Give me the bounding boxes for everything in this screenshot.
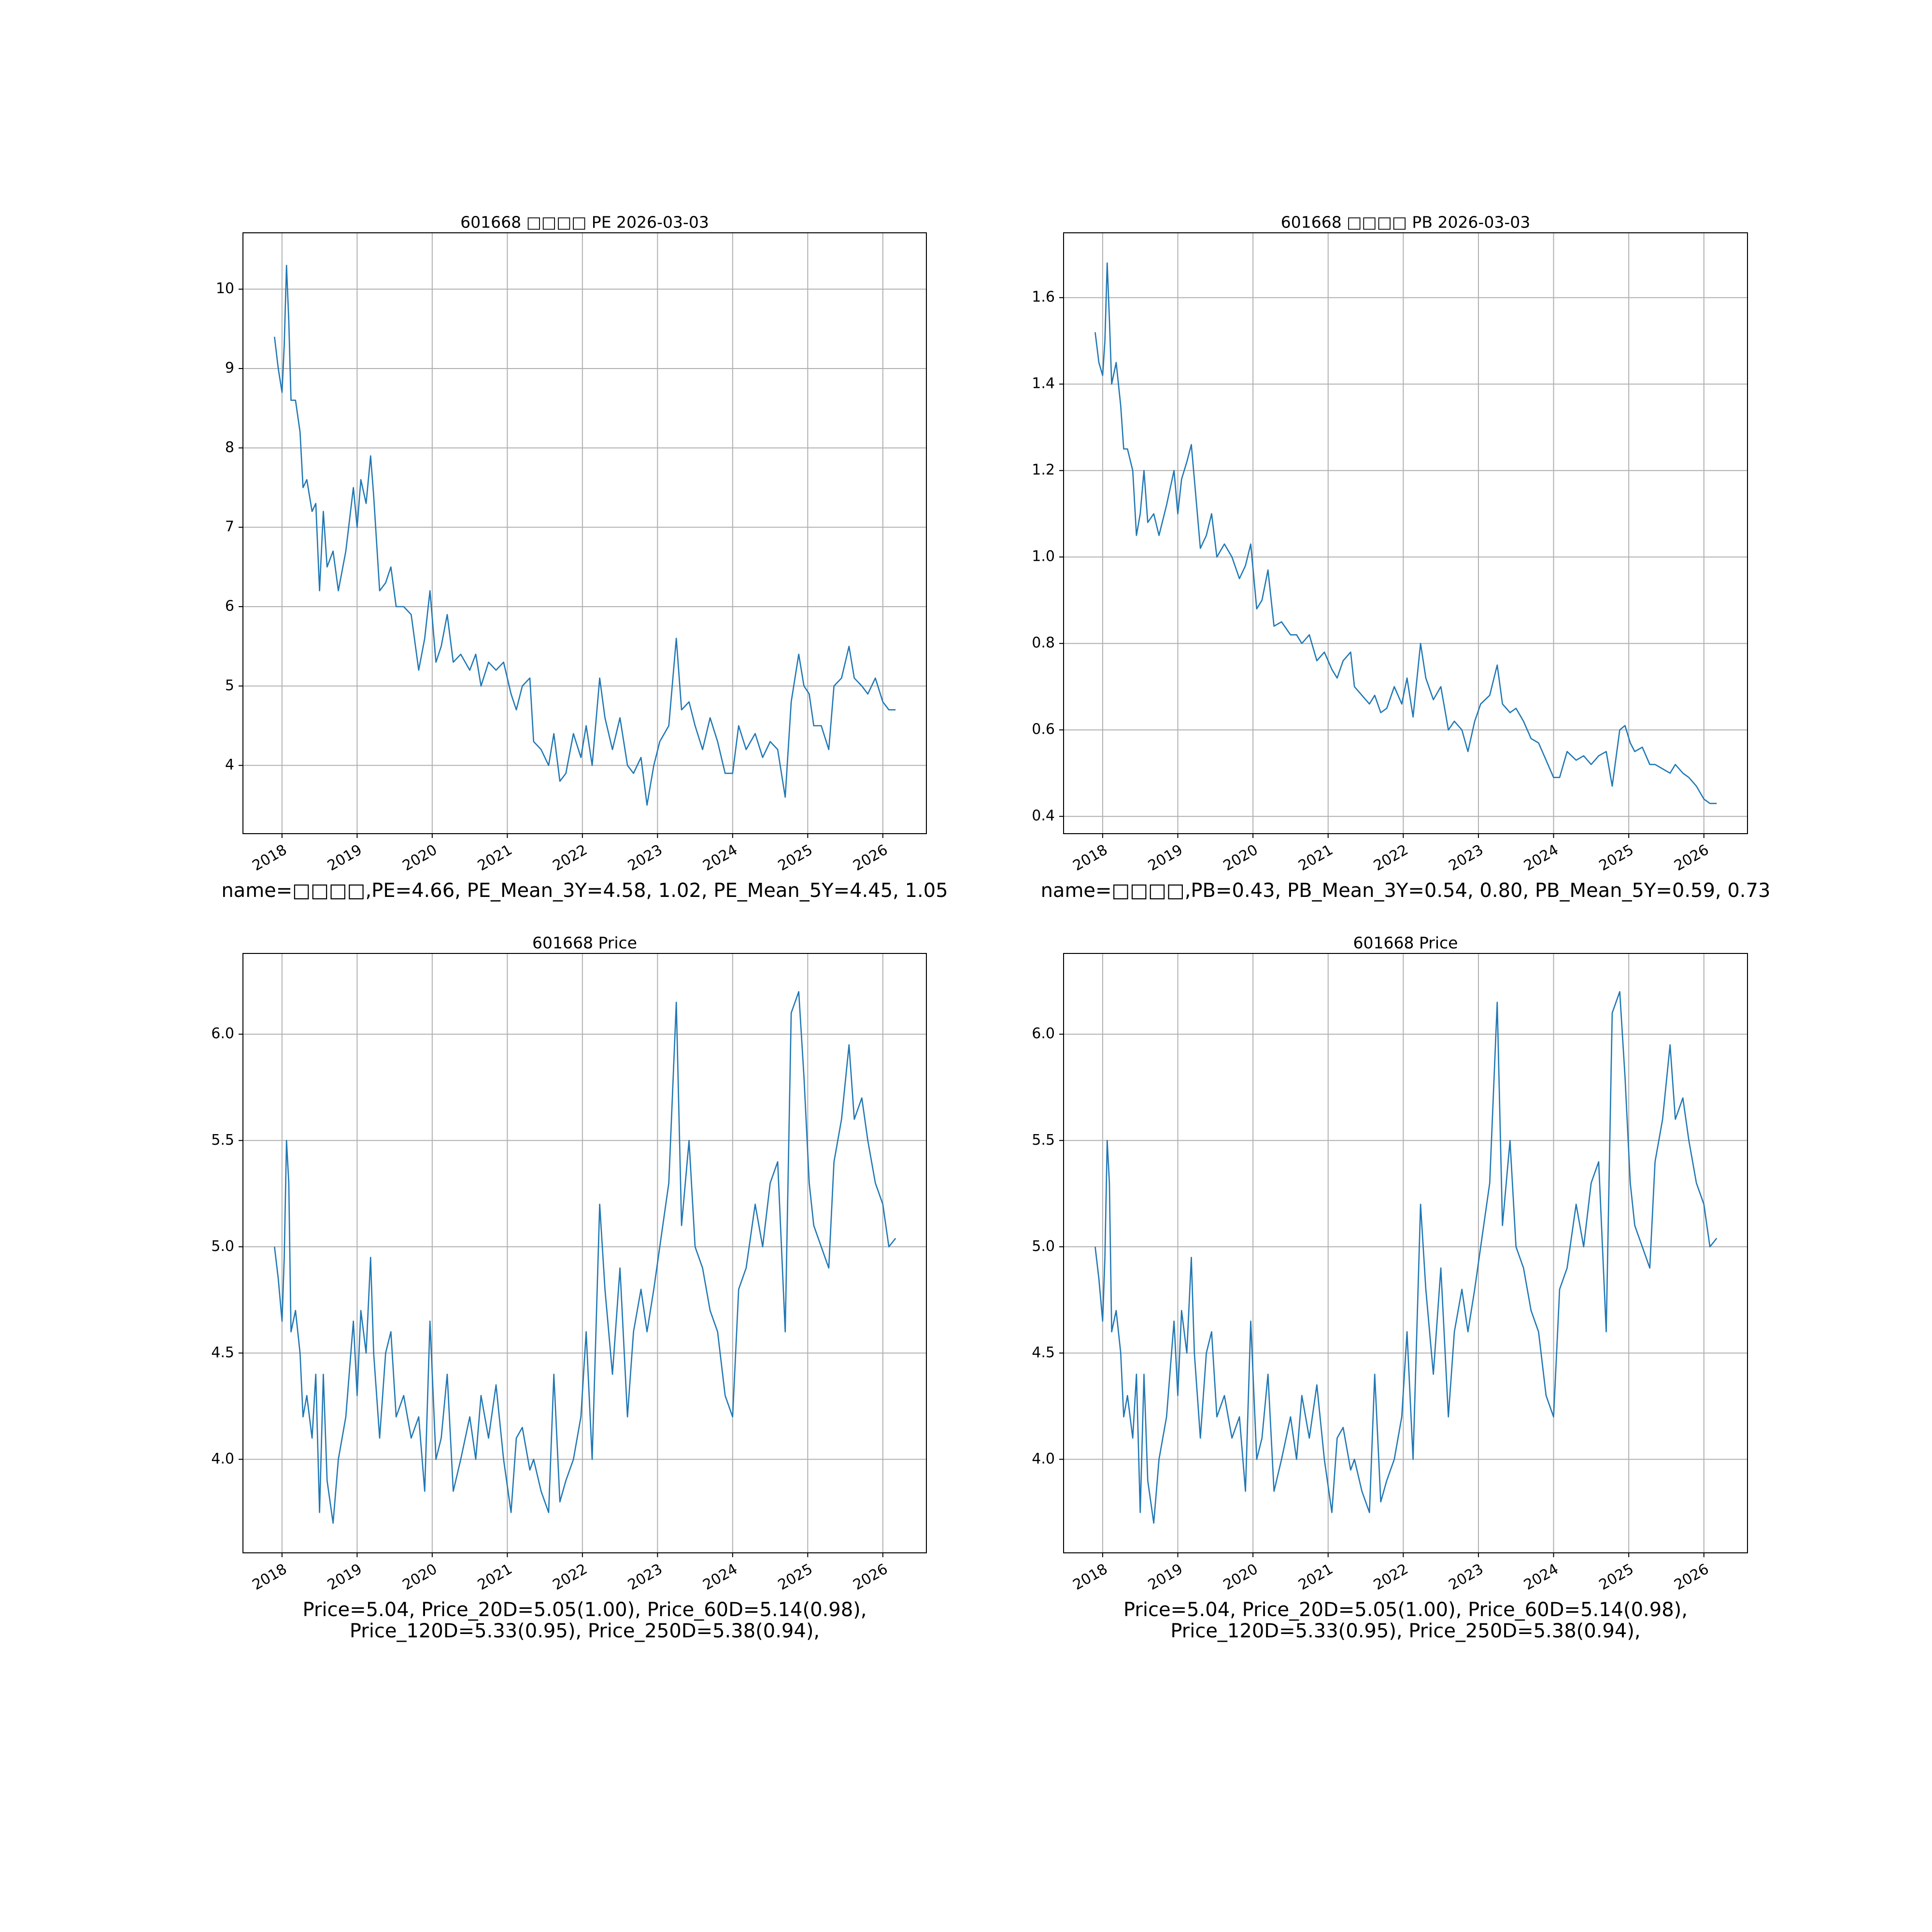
x-tick-label: 2018 (1070, 841, 1111, 874)
x-tick-label: 2025 (775, 841, 816, 874)
y-tick-label: 1.4 (1032, 375, 1055, 392)
x-tick-label: 2024 (1521, 1561, 1562, 1593)
caption: Price=5.04, Price_20D=5.05(1.00), Price_… (303, 1599, 867, 1621)
price-line (1094, 991, 1718, 1524)
price-line (274, 991, 896, 1524)
y-tick-label: 0.8 (1032, 635, 1055, 652)
axes-frame (1063, 232, 1748, 834)
x-tick-label: 2020 (1221, 1561, 1261, 1593)
y-tick-label: 1.6 (1032, 289, 1055, 306)
y-tick-label: 0.4 (1032, 808, 1055, 824)
y-tick-label: 0.6 (1032, 721, 1055, 738)
caption: Price_120D=5.33(0.95), Price_250D=5.38(0… (350, 1620, 820, 1642)
price-line (274, 265, 896, 806)
x-tick-label: 2020 (1221, 841, 1261, 874)
x-tick-label: 2024 (700, 1561, 740, 1593)
x-tick-label: 2026 (1671, 841, 1712, 874)
x-tick-label: 2022 (550, 841, 590, 874)
x-tick-label: 2023 (625, 1561, 666, 1593)
y-tick-label: 4.0 (211, 1450, 234, 1467)
x-tick-label: 2026 (850, 1561, 891, 1593)
y-tick-label: 5 (225, 677, 234, 694)
y-tick-label: 10 (216, 280, 234, 297)
x-tick-label: 2019 (1145, 841, 1186, 874)
y-tick-label: 7 (225, 518, 234, 535)
y-tick-label: 6.0 (211, 1025, 234, 1042)
x-tick-label: 2019 (1145, 1561, 1186, 1593)
y-tick-label: 6.0 (1032, 1025, 1055, 1042)
chart-title: 601668 Price (1353, 934, 1458, 952)
y-tick-label: 4.0 (1032, 1450, 1055, 1467)
x-tick-label: 2021 (1295, 1561, 1336, 1593)
x-tick-label: 2025 (775, 1561, 816, 1593)
y-tick-label: 8 (225, 439, 234, 456)
y-tick-label: 5.5 (211, 1132, 234, 1149)
x-tick-label: 2022 (550, 1561, 590, 1593)
x-tick-label: 2018 (1070, 1561, 1111, 1593)
axes-frame (1063, 953, 1748, 1553)
x-tick-label: 2024 (1521, 841, 1562, 874)
caption: Price_120D=5.33(0.95), Price_250D=5.38(0… (1170, 1620, 1640, 1642)
x-tick-label: 2020 (399, 1561, 440, 1593)
caption: Price=5.04, Price_20D=5.05(1.00), Price_… (1123, 1599, 1688, 1621)
chart-title: 601668 □□□□ PB 2026-03-03 (1281, 213, 1530, 232)
y-tick-label: 1.2 (1032, 462, 1055, 479)
x-tick-label: 2023 (1446, 841, 1487, 874)
x-tick-label: 2022 (1371, 1561, 1411, 1593)
y-tick-label: 4.5 (211, 1344, 234, 1361)
y-tick-label: 9 (225, 360, 234, 377)
x-tick-label: 2018 (249, 1561, 290, 1593)
x-tick-label: 2021 (475, 1561, 515, 1593)
x-tick-label: 2018 (249, 841, 290, 874)
y-tick-label: 1.0 (1032, 548, 1055, 565)
price-line (1094, 262, 1717, 804)
caption: name=□□□□,PE=4.66, PE_Mean_3Y=4.58, 1.02… (221, 880, 948, 902)
chart-title: 601668 Price (532, 934, 637, 952)
x-tick-label: 2026 (1671, 1561, 1712, 1593)
axes-frame (242, 953, 927, 1553)
chart-title: 601668 □□□□ PE 2026-03-03 (460, 213, 709, 232)
y-tick-label: 4.5 (1032, 1344, 1055, 1361)
x-tick-label: 2021 (1295, 841, 1336, 874)
x-tick-label: 2024 (700, 841, 740, 874)
x-tick-label: 2025 (1596, 1561, 1637, 1593)
x-tick-label: 2022 (1371, 841, 1411, 874)
x-tick-label: 2021 (475, 841, 515, 874)
y-tick-label: 6 (225, 598, 234, 615)
x-tick-label: 2023 (625, 841, 666, 874)
caption: name=□□□□,PB=0.43, PB_Mean_3Y=0.54, 0.80… (1041, 880, 1771, 902)
x-tick-label: 2025 (1596, 841, 1637, 874)
x-tick-label: 2020 (399, 841, 440, 874)
y-tick-label: 5.5 (1032, 1132, 1055, 1149)
x-tick-label: 2019 (325, 841, 365, 874)
x-tick-label: 2023 (1446, 1561, 1487, 1593)
x-tick-label: 2026 (850, 841, 891, 874)
x-tick-label: 2019 (325, 1561, 365, 1593)
axes-frame (242, 232, 927, 834)
y-tick-label: 5.0 (1032, 1238, 1055, 1255)
y-tick-label: 5.0 (211, 1238, 234, 1255)
y-tick-label: 4 (225, 756, 234, 773)
